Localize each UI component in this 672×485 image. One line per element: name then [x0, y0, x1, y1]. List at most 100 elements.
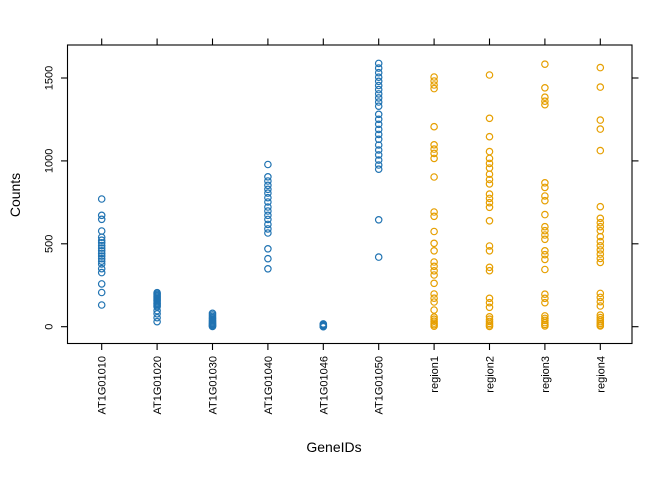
- data-point: [541, 222, 549, 231]
- data-point: [264, 245, 272, 253]
- data-point: [97, 252, 106, 260]
- data-point: [596, 254, 605, 263]
- data-point: [485, 298, 494, 307]
- data-point: [596, 202, 605, 211]
- data-point: [485, 242, 494, 250]
- y-tick-label: 0: [44, 324, 56, 330]
- data-point: [319, 322, 328, 331]
- data-point: [97, 233, 106, 242]
- data-point: [374, 81, 383, 90]
- data-point: [153, 313, 161, 322]
- data-point: [97, 288, 106, 297]
- data-point: [596, 293, 605, 302]
- y-tick-label: 500: [44, 235, 56, 253]
- data-point: [596, 258, 605, 267]
- data-point: [374, 98, 383, 106]
- data-point: [374, 90, 383, 98]
- data-point: [430, 122, 438, 131]
- data-point: [430, 294, 438, 303]
- data-point: [485, 154, 494, 163]
- data-point: [596, 218, 605, 227]
- data-point: [430, 154, 438, 163]
- data-point: [374, 64, 383, 72]
- data-point: [541, 210, 549, 219]
- data-point: [97, 239, 106, 247]
- data-point: [596, 302, 605, 310]
- data-point: [430, 141, 438, 149]
- data-point: [430, 322, 438, 331]
- data-point: [541, 250, 549, 259]
- data-point: [430, 149, 438, 158]
- data-point: [596, 116, 605, 124]
- data-point: [97, 241, 106, 250]
- data-point: [541, 290, 549, 299]
- data-point: [374, 135, 383, 144]
- data-point: [430, 258, 438, 266]
- data-point: [97, 301, 106, 309]
- data-point: [485, 147, 494, 156]
- data-point: [430, 212, 438, 221]
- data-point: [264, 220, 272, 229]
- x-tick-label: AT1G01020: [152, 356, 164, 415]
- data-point: [485, 294, 494, 303]
- data-point: [541, 100, 549, 109]
- data-point: [264, 203, 272, 211]
- data-point: [374, 102, 383, 111]
- data-point: [485, 203, 494, 212]
- data-point: [97, 264, 106, 273]
- data-point: [97, 211, 106, 220]
- data-points: [97, 59, 605, 331]
- data-point: [374, 115, 383, 124]
- data-point: [97, 268, 106, 277]
- data-point: [264, 181, 272, 190]
- data-point: [97, 195, 106, 203]
- data-point: [485, 114, 494, 123]
- data-point: [97, 244, 106, 252]
- data-point: [541, 294, 549, 303]
- data-point: [374, 151, 383, 159]
- data-point: [374, 165, 383, 174]
- data-point: [430, 290, 438, 298]
- data-point: [541, 231, 549, 239]
- data-point: [153, 317, 161, 326]
- data-point: [485, 217, 494, 225]
- data-point: [485, 71, 494, 79]
- plot-border: [66, 44, 633, 345]
- data-point: [541, 255, 549, 264]
- data-point: [374, 85, 383, 94]
- data-point: [541, 196, 549, 205]
- data-point: [596, 214, 605, 223]
- data-point: [596, 125, 605, 133]
- data-point: [541, 93, 549, 102]
- data-point: [541, 298, 549, 307]
- data-point: [485, 303, 494, 312]
- data-point: [485, 263, 494, 272]
- data-point: [264, 185, 272, 194]
- data-point: [97, 280, 106, 288]
- x-tick-label: AT1G01010: [97, 356, 109, 415]
- data-point: [374, 156, 383, 164]
- data-point: [541, 192, 549, 200]
- x-tick-label: region3: [540, 356, 552, 393]
- data-point: [485, 322, 494, 331]
- data-point: [596, 297, 605, 306]
- data-point: [97, 215, 106, 224]
- data-point: [485, 180, 494, 188]
- x-tick-label: region2: [485, 356, 497, 393]
- x-tick-label: AT1G01050: [374, 356, 386, 415]
- data-point: [264, 193, 272, 202]
- data-point: [97, 247, 106, 255]
- data-point: [541, 183, 549, 192]
- data-point: [430, 298, 438, 306]
- data-point: [374, 68, 383, 77]
- data-point: [485, 175, 494, 184]
- data-point: [374, 161, 383, 169]
- data-point: [430, 239, 438, 248]
- data-point: [374, 130, 383, 139]
- data-point: [596, 322, 605, 330]
- data-point: [97, 249, 106, 258]
- data-point: [430, 247, 438, 255]
- x-tick-labels: AT1G01010 AT1G01020 AT1G01030 AT1G01040 AT1G…: [97, 356, 608, 415]
